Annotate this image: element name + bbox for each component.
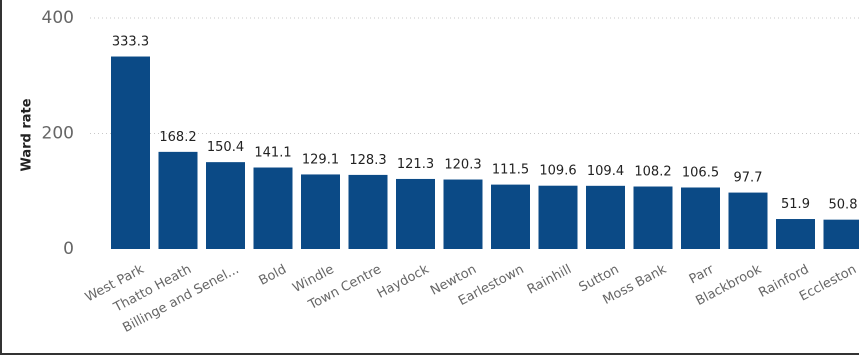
data-label: 333.3	[112, 35, 149, 50]
bar[interactable]	[776, 219, 815, 249]
x-tick-label: Bold	[257, 262, 289, 289]
data-label: 109.6	[539, 164, 576, 179]
data-label: 108.2	[634, 165, 671, 180]
bar[interactable]	[681, 187, 720, 249]
bar[interactable]	[586, 185, 625, 249]
data-label: 129.1	[302, 152, 339, 167]
y-tick-label: 0	[63, 239, 74, 259]
data-label: 168.2	[159, 130, 196, 145]
bar[interactable]	[301, 174, 340, 249]
data-labels: 333.3 168.2 150.4 141.1 129.1 128.3 121.3 120.3…	[112, 35, 858, 213]
bar[interactable]	[206, 162, 245, 249]
bar[interactable]	[491, 184, 530, 249]
y-axis-title: Ward rate	[20, 98, 35, 171]
bar[interactable]	[823, 219, 859, 249]
bars	[111, 56, 859, 249]
data-label: 121.3	[397, 157, 434, 172]
bar[interactable]	[396, 178, 435, 249]
x-tick-label: Parr	[687, 262, 717, 288]
bar[interactable]	[728, 192, 768, 249]
data-label: 109.4	[587, 164, 624, 179]
bar[interactable]	[348, 174, 388, 249]
data-label: 128.3	[349, 153, 386, 168]
data-label: 51.9	[781, 197, 810, 212]
bar[interactable]	[443, 179, 483, 249]
data-label: 120.3	[444, 158, 481, 173]
y-tick-label: 400	[42, 8, 74, 28]
gridlines	[90, 17, 859, 134]
data-label: 97.7	[734, 171, 763, 186]
x-tick-label: Haydock	[375, 262, 432, 302]
y-tick-label: 200	[42, 124, 74, 144]
bar[interactable]	[253, 167, 293, 249]
data-label: 111.5	[492, 163, 529, 178]
data-label: 106.5	[682, 165, 719, 180]
bar[interactable]	[158, 151, 198, 249]
data-label: 141.1	[254, 146, 291, 161]
bar[interactable]	[111, 56, 150, 249]
bar[interactable]	[633, 186, 673, 249]
bar[interactable]	[538, 185, 578, 249]
x-tick-label: Rainhill	[525, 262, 574, 298]
data-label: 50.8	[829, 198, 858, 213]
y-axis-ticks: 0 200 400	[42, 8, 74, 259]
data-label: 150.4	[207, 140, 244, 155]
